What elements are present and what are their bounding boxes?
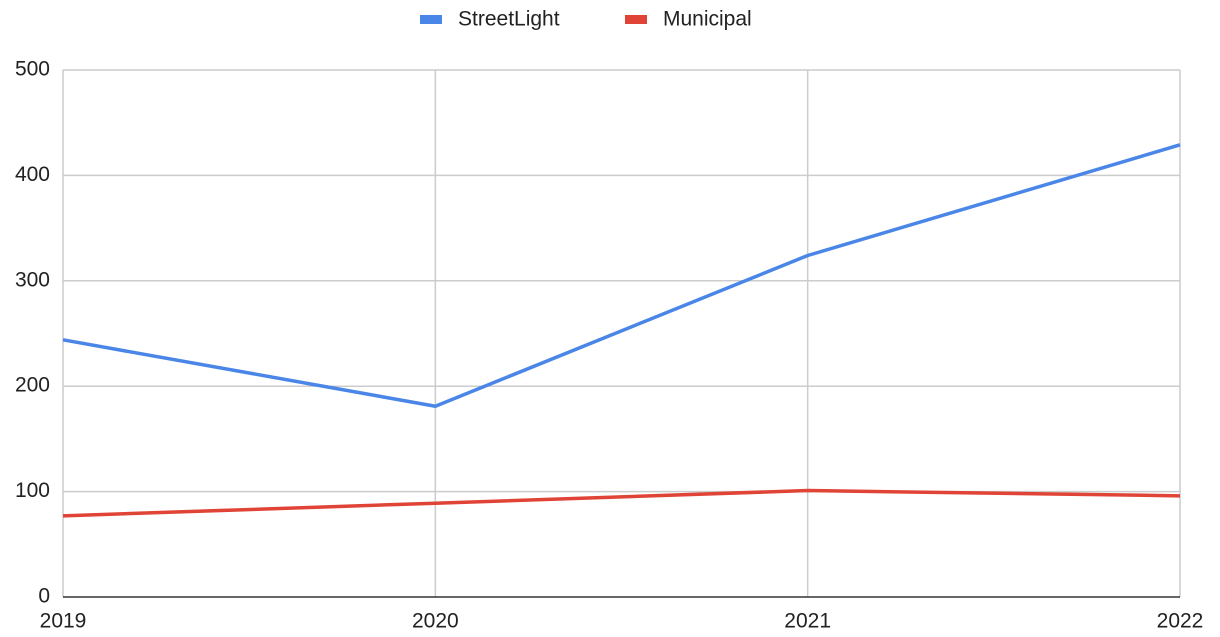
y-tick-label: 500 (15, 58, 50, 81)
y-tick-label: 300 (15, 268, 50, 291)
legend-label: Municipal (663, 8, 752, 31)
legend-label: StreetLight (458, 8, 560, 31)
line-series (62, 488, 1181, 518)
y-tick-label: 100 (15, 479, 50, 502)
x-tick-label: 2021 (784, 610, 831, 633)
y-tick-label: 0 (38, 585, 50, 608)
x-tick-label: 2022 (1157, 610, 1204, 633)
legend-swatch (625, 15, 647, 24)
line-series (62, 143, 1181, 408)
y-tick-label: 400 (15, 163, 50, 186)
y-tick-label: 200 (15, 374, 50, 397)
legend-swatch (420, 15, 442, 24)
x-tick-label: 2020 (412, 610, 459, 633)
x-tick-label: 2019 (40, 610, 87, 633)
